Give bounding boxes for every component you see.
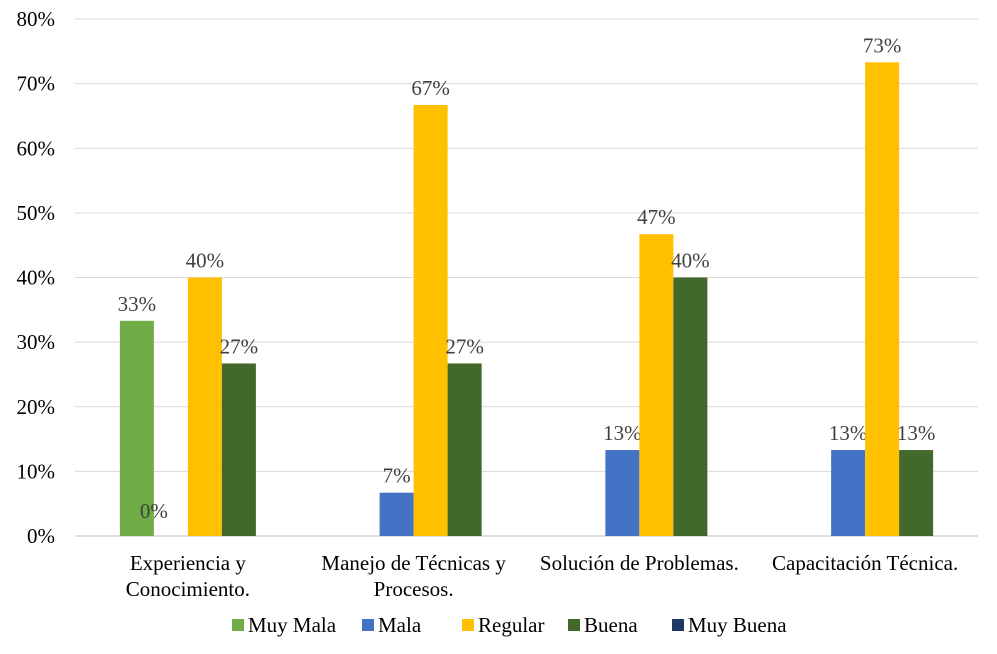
- x-tick-label: Experiencia y: [130, 551, 247, 575]
- legend-label: Mala: [378, 613, 422, 637]
- y-tick-label: 50%: [17, 201, 56, 225]
- x-tick-label: Conocimiento.: [126, 577, 250, 601]
- bar-mala: [379, 492, 414, 536]
- legend-swatch-muy-buena: [672, 619, 684, 631]
- data-label: 27%: [445, 334, 484, 358]
- legend-swatch-muy-mala: [232, 619, 244, 631]
- y-tick-label: 20%: [17, 395, 56, 419]
- legend-label: Regular: [478, 613, 544, 637]
- data-label: 40%: [186, 249, 225, 273]
- data-label: 13%: [897, 421, 936, 445]
- x-tick-label: Manejo de Técnicas y: [321, 551, 506, 575]
- bar-mala: [831, 450, 866, 536]
- data-label: 13%: [829, 421, 868, 445]
- legend-label: Muy Buena: [688, 613, 787, 637]
- y-tick-label: 10%: [17, 459, 56, 483]
- y-tick-label: 70%: [17, 72, 56, 96]
- legend-label: Muy Mala: [248, 613, 337, 637]
- data-label: 7%: [383, 464, 411, 488]
- bar-mala: [605, 450, 640, 536]
- data-label: 47%: [637, 205, 676, 229]
- data-label: 40%: [671, 249, 710, 273]
- y-tick-label: 60%: [17, 136, 56, 160]
- x-tick-label: Solución de Problemas.: [540, 551, 739, 575]
- legend-label: Buena: [584, 613, 638, 637]
- bar-buena: [221, 363, 256, 536]
- bar-regular: [865, 62, 900, 537]
- y-tick-label: 0%: [27, 524, 55, 548]
- bar-buena: [447, 363, 482, 536]
- y-tick-label: 80%: [17, 7, 56, 31]
- data-label: 0%: [140, 499, 168, 523]
- bar-buena: [899, 450, 934, 536]
- data-label: 67%: [411, 76, 450, 100]
- legend-swatch-regular: [462, 619, 474, 631]
- x-tick-label: Capacitación Técnica.: [772, 551, 958, 575]
- bar-muy-mala: [119, 320, 154, 536]
- x-tick-label: Procesos.: [374, 577, 454, 601]
- y-tick-label: 30%: [17, 330, 56, 354]
- data-label: 13%: [603, 421, 642, 445]
- bar-regular: [187, 277, 222, 536]
- data-label: 33%: [118, 292, 157, 316]
- bar-regular: [639, 234, 674, 537]
- legend-swatch-buena: [568, 619, 580, 631]
- data-label: 73%: [863, 33, 902, 57]
- bar-regular: [413, 104, 448, 537]
- legend-swatch-mala: [362, 619, 374, 631]
- y-tick-label: 40%: [17, 266, 56, 290]
- data-label: 27%: [220, 334, 259, 358]
- bar-buena: [673, 277, 708, 536]
